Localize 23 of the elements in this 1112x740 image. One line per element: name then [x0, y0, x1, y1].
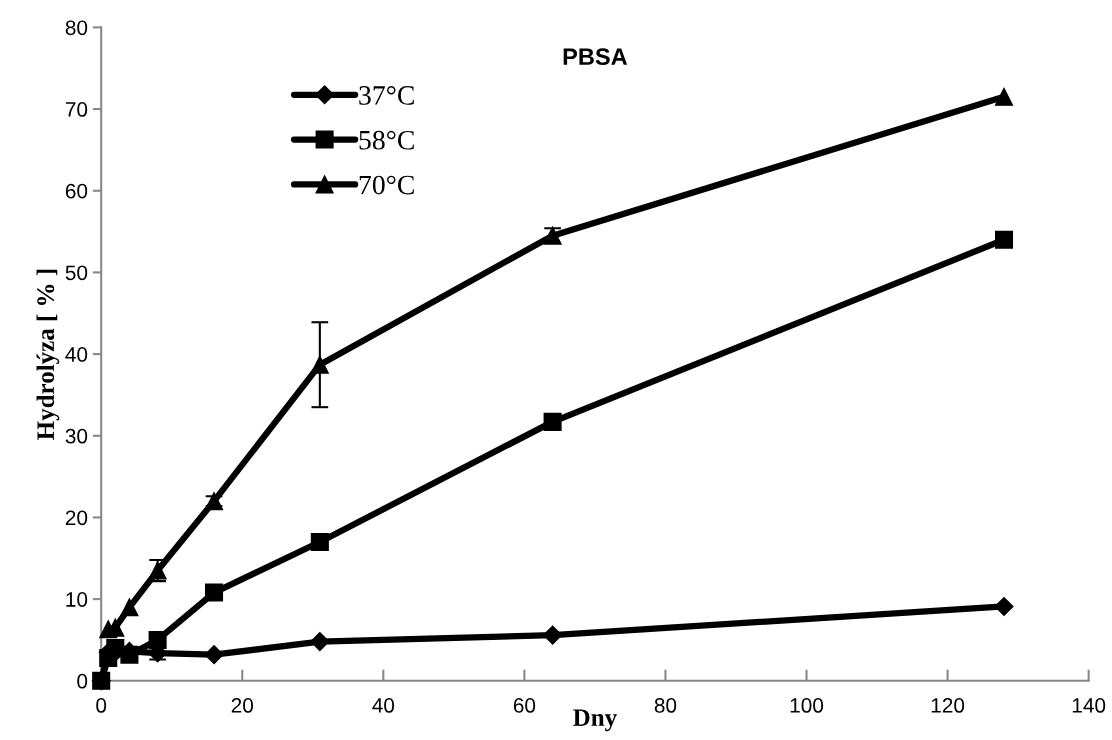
x-tick-label: 120 — [931, 698, 965, 713]
legend-label: 70°C — [359, 175, 414, 195]
x-tick-label: 40 — [372, 698, 395, 713]
x-tick-label: 100 — [790, 698, 824, 713]
y-axis-title: Hydrolýza [ % ] — [36, 269, 60, 440]
y-tick-label: 50 — [65, 265, 88, 281]
y-tick-label: 40 — [65, 347, 88, 362]
text: PBSA — [563, 48, 628, 66]
x-tick-label: 20 — [231, 698, 254, 713]
y-tick-label: 20 — [65, 510, 88, 526]
legend-label: 37°C — [359, 86, 414, 105]
y-tick-label: 30 — [65, 428, 88, 444]
y-tick-label: 80 — [65, 20, 88, 36]
x-tick-label: 60 — [513, 698, 536, 713]
y-tick-label: 70 — [65, 102, 88, 117]
x-tick-label: 0 — [96, 698, 107, 713]
x-tick-label: 80 — [654, 698, 677, 713]
y-tick-label: 10 — [66, 592, 88, 607]
y-tick-label: 0 — [77, 673, 88, 689]
legend-label: 58°C — [359, 130, 414, 150]
x-axis-title: Dny — [573, 709, 617, 732]
x-tick-label: 140 — [1072, 698, 1106, 713]
y-tick-label: 60 — [65, 183, 88, 199]
